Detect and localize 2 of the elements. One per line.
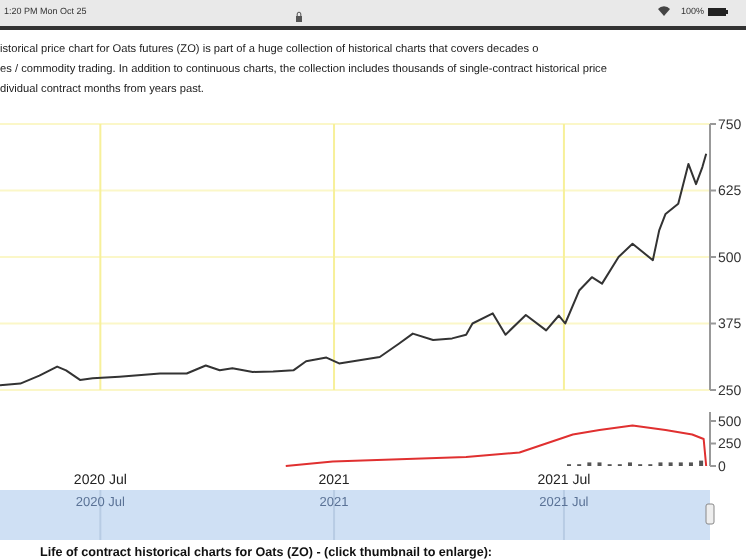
line-series: [0, 152, 708, 387]
line-series: [284, 424, 708, 467]
